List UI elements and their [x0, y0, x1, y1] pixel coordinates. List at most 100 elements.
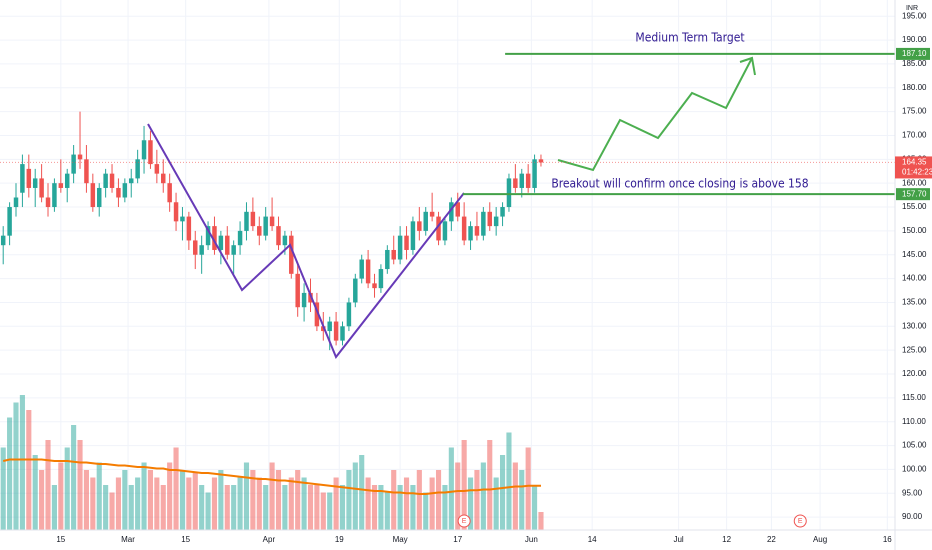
candle-body [52, 183, 57, 208]
y-tick-label: 120.00 [902, 369, 927, 378]
candle-body [519, 173, 525, 188]
y-tick-label: 150.00 [902, 226, 927, 235]
volume-bar [532, 485, 538, 530]
y-tick-label: 145.00 [902, 250, 927, 259]
y-tick-label: 180.00 [902, 83, 927, 92]
volume-bar [250, 470, 256, 530]
y-tick-label: 110.00 [902, 417, 926, 426]
x-tick-label: Apr [263, 535, 276, 544]
volume-bar [295, 470, 301, 530]
volume-bar [83, 470, 89, 530]
x-tick-label: Mar [121, 535, 135, 544]
candle-body [84, 159, 89, 184]
volume-bar [167, 462, 173, 530]
volume-bar [461, 440, 467, 530]
candle-body [295, 273, 300, 308]
volume-bar [231, 485, 237, 530]
volume-bar [346, 470, 352, 530]
volume-bar [391, 470, 397, 530]
earnings-label: E [462, 518, 467, 525]
volume-bar [237, 477, 243, 530]
candle-body [308, 292, 313, 303]
volume-bar [7, 417, 13, 530]
candle-body [90, 183, 96, 208]
volume-bar [493, 477, 499, 530]
annotation: Breakout will confirm once closing is ab… [551, 177, 808, 191]
volume-bar [179, 470, 186, 530]
volume-bar [243, 462, 250, 530]
volume-bar [135, 477, 141, 530]
candle-body [103, 173, 108, 188]
candle-body [263, 216, 268, 236]
volume-bar [519, 470, 525, 530]
x-tick-label: 16 [883, 535, 892, 544]
candle-body [436, 216, 441, 241]
volume-bar [307, 485, 314, 530]
volume-bar [122, 470, 128, 530]
volume-bar [26, 410, 32, 530]
volume-bar [314, 485, 320, 530]
volume-bar [115, 477, 121, 530]
candle-body [122, 183, 128, 198]
volume-bar [275, 470, 282, 530]
candle-body [212, 226, 217, 250]
candle-body [423, 211, 428, 231]
grid [0, 0, 895, 530]
candle-body [205, 226, 211, 246]
y-tick-label: 140.00 [902, 274, 927, 283]
y-tick-label: 135.00 [902, 298, 927, 307]
price-pane [0, 111, 544, 351]
volume-bar [429, 477, 435, 530]
x-tick-label: 15 [56, 535, 65, 544]
candle-body [378, 269, 384, 289]
volume-bar [320, 492, 326, 530]
volume-pane [0, 395, 544, 530]
volume-bar [269, 462, 275, 530]
candle-body [39, 178, 44, 198]
candle-body [77, 154, 83, 160]
candle-body [64, 173, 70, 188]
x-tick-label: 22 [767, 535, 776, 544]
volume-bar [96, 462, 102, 530]
candle-body [487, 211, 492, 227]
candle-body [257, 226, 262, 236]
candle-body [135, 159, 140, 179]
candle-body [359, 259, 364, 279]
volume-bar [512, 462, 518, 530]
candle-body [340, 326, 345, 341]
x-tick-label: 19 [335, 535, 344, 544]
candle-body [269, 216, 275, 227]
candle-body [161, 173, 166, 184]
candle-body [167, 183, 172, 203]
volume-bar [224, 485, 230, 530]
candle-body [481, 211, 486, 236]
x-tick-label: Jun [525, 535, 538, 544]
y-tick-label: 195.00 [902, 11, 927, 20]
candle-body [397, 235, 403, 260]
candle-body [218, 235, 224, 250]
candle-body [116, 187, 121, 198]
candle-body [410, 221, 416, 250]
candle-body [129, 178, 134, 184]
candle-body [225, 235, 230, 255]
volume-bar [103, 485, 109, 530]
volume-bar [410, 485, 416, 530]
candle-body [314, 302, 320, 327]
candle-body [96, 187, 102, 208]
volume-bar [499, 455, 506, 530]
candle-body [461, 216, 467, 241]
candle-body [141, 140, 147, 160]
y-tick-label: 160.00 [902, 178, 927, 187]
earnings-marker [457, 514, 471, 528]
candle-body [532, 159, 537, 188]
y-tick-label: 100.00 [902, 465, 927, 474]
volume-ma [2, 458, 541, 495]
candle-body [353, 278, 358, 303]
volume-bar [525, 447, 531, 530]
level-label: 157.70 [902, 189, 927, 198]
candle-body [45, 197, 51, 208]
volume-bar [378, 485, 384, 530]
volume-bar [192, 473, 198, 530]
y-tick-label: 155.00 [902, 202, 927, 211]
candle-body [186, 216, 192, 241]
